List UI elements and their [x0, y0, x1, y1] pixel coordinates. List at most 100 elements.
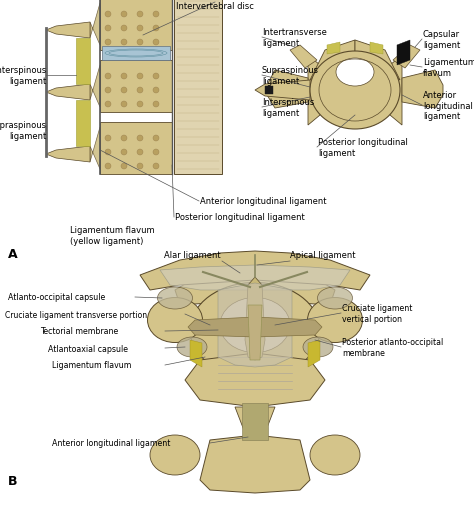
Polygon shape	[185, 354, 325, 407]
Text: Cruciate ligament
vertical portion: Cruciate ligament vertical portion	[342, 304, 412, 323]
Circle shape	[137, 74, 143, 80]
Polygon shape	[245, 277, 265, 360]
Text: Posterior longitudinal ligament: Posterior longitudinal ligament	[175, 213, 305, 222]
Polygon shape	[140, 251, 370, 290]
Text: Apical ligament: Apical ligament	[290, 250, 356, 260]
Polygon shape	[100, 123, 172, 175]
Polygon shape	[102, 47, 170, 61]
Circle shape	[153, 88, 159, 94]
Circle shape	[105, 149, 111, 156]
Polygon shape	[46, 147, 90, 163]
Circle shape	[121, 40, 127, 46]
Polygon shape	[290, 46, 317, 69]
Polygon shape	[310, 41, 355, 81]
Text: Anterior
longitudinal
ligament: Anterior longitudinal ligament	[423, 91, 473, 121]
Circle shape	[153, 136, 159, 142]
Text: Interspinous
ligament: Interspinous ligament	[0, 66, 46, 85]
Ellipse shape	[177, 337, 207, 358]
Text: Intervertebral disc: Intervertebral disc	[176, 2, 254, 11]
Circle shape	[105, 136, 111, 142]
Polygon shape	[355, 41, 400, 81]
Ellipse shape	[190, 283, 320, 378]
Text: Interspinous
ligament: Interspinous ligament	[262, 98, 314, 118]
Text: Posterior atlanto-occipital
membrane: Posterior atlanto-occipital membrane	[342, 338, 443, 357]
Circle shape	[121, 149, 127, 156]
Circle shape	[105, 164, 111, 170]
Circle shape	[121, 102, 127, 108]
Polygon shape	[190, 340, 202, 367]
Text: A: A	[8, 247, 18, 261]
Polygon shape	[327, 43, 340, 55]
Circle shape	[137, 149, 143, 156]
Polygon shape	[255, 81, 310, 101]
Circle shape	[153, 102, 159, 108]
Circle shape	[137, 40, 143, 46]
Circle shape	[153, 149, 159, 156]
Circle shape	[121, 74, 127, 80]
Polygon shape	[174, 0, 222, 175]
Text: Capsular
ligament: Capsular ligament	[423, 30, 460, 49]
Polygon shape	[100, 61, 172, 113]
Text: Ligamentum flavum: Ligamentum flavum	[52, 361, 131, 370]
Circle shape	[121, 164, 127, 170]
Polygon shape	[393, 46, 420, 69]
Text: Tectorial membrane: Tectorial membrane	[40, 327, 118, 336]
Text: B: B	[8, 474, 18, 487]
Polygon shape	[267, 71, 308, 109]
Polygon shape	[90, 66, 100, 108]
Ellipse shape	[150, 435, 200, 475]
Circle shape	[105, 26, 111, 32]
Ellipse shape	[310, 52, 400, 130]
Text: Anterior longitudinal ligament: Anterior longitudinal ligament	[200, 197, 327, 206]
Circle shape	[121, 26, 127, 32]
Circle shape	[137, 26, 143, 32]
Polygon shape	[200, 435, 310, 493]
Ellipse shape	[318, 287, 353, 310]
Circle shape	[105, 40, 111, 46]
Polygon shape	[46, 23, 90, 39]
Circle shape	[137, 88, 143, 94]
Polygon shape	[90, 128, 100, 170]
Polygon shape	[46, 85, 90, 101]
Polygon shape	[370, 43, 383, 55]
Polygon shape	[90, 4, 100, 46]
Ellipse shape	[308, 298, 363, 343]
Circle shape	[121, 12, 127, 18]
Polygon shape	[265, 87, 273, 95]
Polygon shape	[76, 39, 90, 85]
Circle shape	[105, 12, 111, 18]
Polygon shape	[100, 0, 172, 51]
Circle shape	[105, 88, 111, 94]
Circle shape	[137, 12, 143, 18]
Polygon shape	[308, 56, 320, 126]
Polygon shape	[175, 271, 335, 306]
Circle shape	[121, 88, 127, 94]
Circle shape	[105, 74, 111, 80]
Circle shape	[137, 136, 143, 142]
Polygon shape	[248, 306, 262, 360]
Polygon shape	[397, 41, 410, 66]
Text: Atlantoaxial capsule: Atlantoaxial capsule	[48, 344, 128, 353]
Ellipse shape	[303, 337, 333, 358]
Text: Ligamentum
flavum: Ligamentum flavum	[423, 58, 474, 78]
Polygon shape	[218, 283, 292, 367]
Polygon shape	[390, 56, 402, 126]
Polygon shape	[235, 407, 275, 440]
Circle shape	[121, 136, 127, 142]
Text: Supraspinous
ligament: Supraspinous ligament	[262, 66, 319, 85]
Polygon shape	[188, 317, 322, 337]
Ellipse shape	[157, 287, 192, 310]
Text: Intertransverse
ligament: Intertransverse ligament	[262, 28, 327, 47]
Circle shape	[153, 74, 159, 80]
Circle shape	[137, 102, 143, 108]
Ellipse shape	[147, 298, 202, 343]
Text: Atlanto-occipital capsule: Atlanto-occipital capsule	[8, 293, 105, 302]
Polygon shape	[160, 266, 350, 290]
Ellipse shape	[310, 435, 360, 475]
Polygon shape	[308, 340, 320, 367]
Polygon shape	[76, 101, 90, 147]
Ellipse shape	[336, 59, 374, 87]
Text: Posterior longitudinal
ligament: Posterior longitudinal ligament	[318, 138, 408, 158]
Circle shape	[153, 164, 159, 170]
Text: Supraspinous
ligament: Supraspinous ligament	[0, 121, 46, 140]
